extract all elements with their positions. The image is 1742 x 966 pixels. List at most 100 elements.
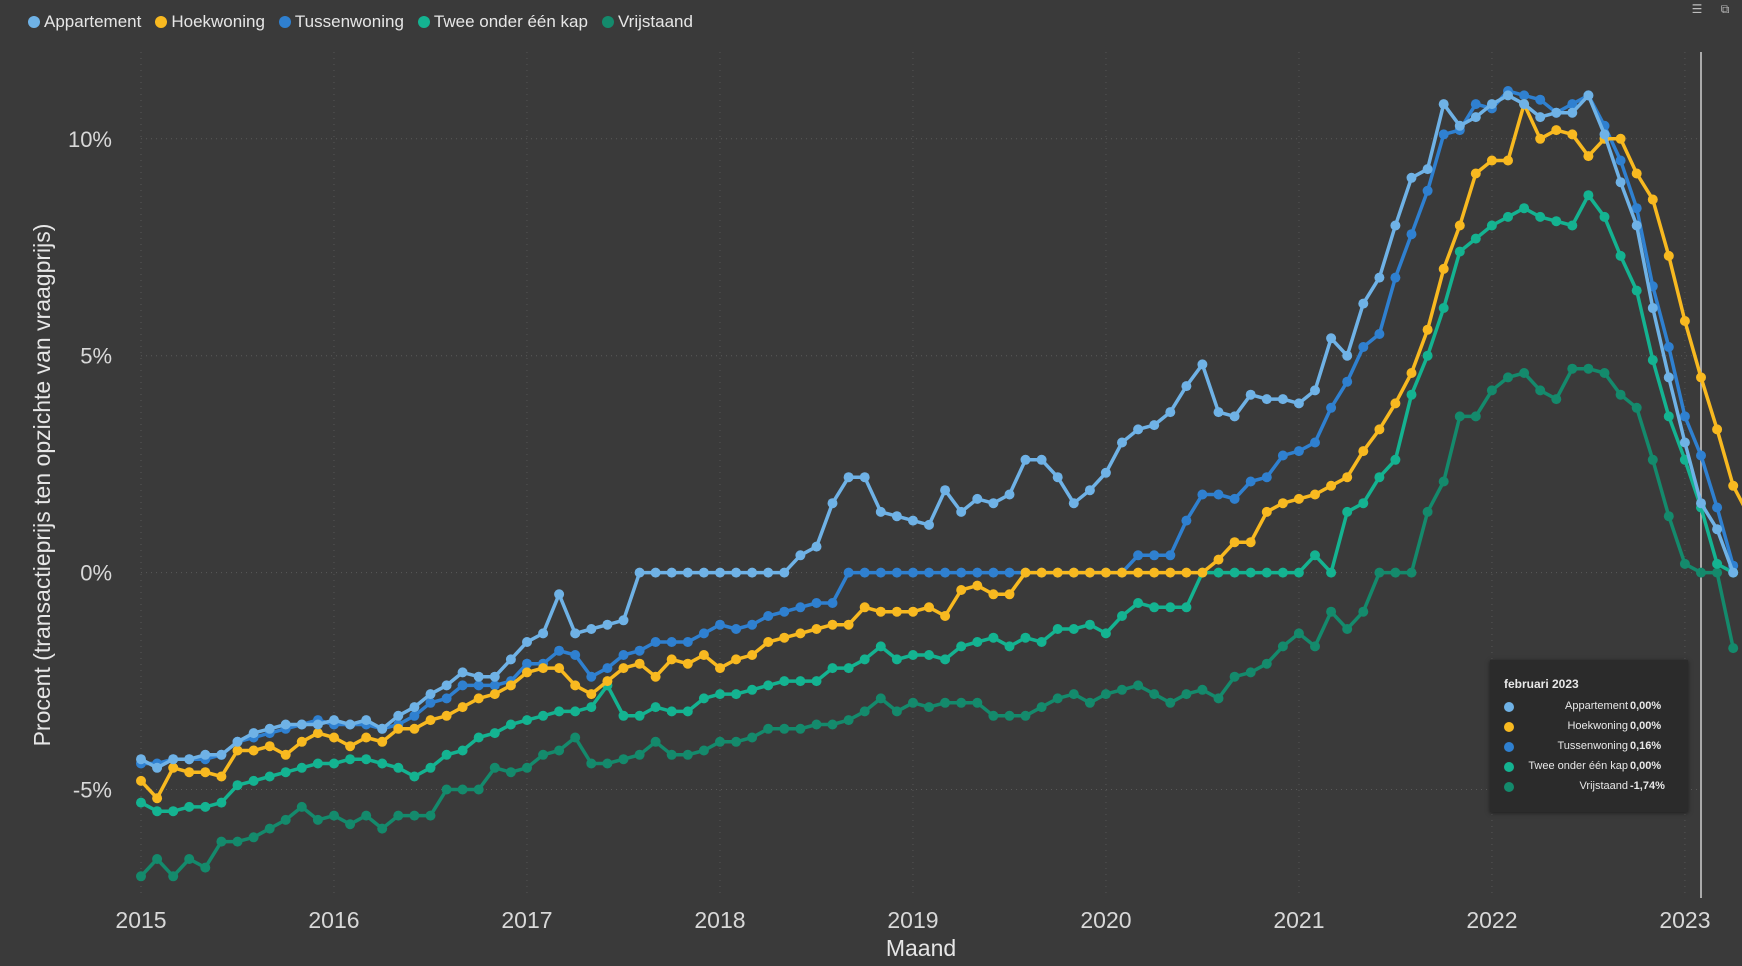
data-point[interactable] [1149, 567, 1160, 578]
data-point[interactable] [1036, 454, 1047, 465]
data-point[interactable] [425, 810, 436, 821]
data-point[interactable] [779, 723, 790, 734]
data-point[interactable] [1213, 554, 1224, 565]
data-point[interactable] [586, 758, 597, 769]
data-point[interactable] [1149, 420, 1160, 431]
data-point[interactable] [940, 485, 951, 496]
data-point[interactable] [1631, 285, 1642, 296]
data-point[interactable] [731, 689, 742, 700]
data-point[interactable] [1390, 272, 1401, 283]
data-point[interactable] [827, 663, 838, 674]
data-point[interactable] [1390, 454, 1401, 465]
data-point[interactable] [1406, 229, 1417, 240]
data-point[interactable] [1181, 602, 1192, 613]
data-point[interactable] [1679, 437, 1690, 448]
data-point[interactable] [1663, 511, 1674, 522]
data-point[interactable] [715, 663, 725, 674]
data-point[interactable] [1100, 467, 1111, 478]
data-point[interactable] [1245, 389, 1256, 400]
data-point[interactable] [248, 745, 259, 756]
data-point[interactable] [908, 515, 918, 526]
data-point[interactable] [216, 836, 227, 847]
data-point[interactable] [1406, 368, 1417, 378]
data-point[interactable] [1293, 567, 1304, 578]
data-point[interactable] [940, 654, 951, 665]
data-point[interactable] [1358, 342, 1369, 352]
data-point[interactable] [1696, 498, 1706, 509]
data-point[interactable] [1197, 359, 1208, 370]
data-point[interactable] [1229, 411, 1240, 422]
data-point[interactable] [875, 567, 886, 578]
data-point[interactable] [312, 719, 323, 730]
data-point[interactable] [345, 819, 356, 830]
data-point[interactable] [1390, 220, 1401, 231]
data-point[interactable] [538, 749, 549, 760]
data-point[interactable] [1261, 394, 1272, 405]
data-point[interactable] [1551, 125, 1562, 136]
data-point[interactable] [650, 736, 661, 747]
data-point[interactable] [1149, 689, 1160, 700]
data-point[interactable] [425, 715, 436, 726]
data-point[interactable] [875, 506, 886, 517]
data-point[interactable] [924, 702, 934, 713]
data-point[interactable] [489, 689, 500, 700]
data-point[interactable] [361, 754, 372, 765]
data-point[interactable] [1454, 120, 1465, 131]
data-point[interactable] [1229, 567, 1240, 578]
data-point[interactable] [152, 806, 163, 817]
data-point[interactable] [1712, 524, 1723, 535]
data-point[interactable] [1374, 424, 1385, 435]
data-point[interactable] [200, 801, 211, 812]
data-point[interactable] [650, 702, 661, 713]
filter-icon[interactable]: ☰ [1691, 2, 1703, 16]
data-point[interactable] [345, 741, 356, 752]
data-point[interactable] [891, 606, 902, 617]
data-point[interactable] [827, 719, 838, 730]
data-point[interactable] [538, 663, 549, 674]
data-point[interactable] [1535, 133, 1546, 144]
data-point[interactable] [1100, 628, 1111, 639]
data-point[interactable] [715, 736, 725, 747]
data-point[interactable] [1342, 376, 1353, 387]
data-point[interactable] [329, 715, 339, 726]
data-point[interactable] [1486, 385, 1497, 396]
data-point[interactable] [393, 762, 404, 773]
data-point[interactable] [1599, 368, 1610, 378]
data-point[interactable] [891, 706, 902, 717]
data-point[interactable] [296, 762, 307, 773]
data-point[interactable] [409, 771, 420, 782]
data-point[interactable] [1133, 424, 1144, 435]
data-point[interactable] [345, 719, 356, 730]
data-point[interactable] [1647, 454, 1658, 465]
data-point[interactable] [1663, 250, 1674, 261]
data-point[interactable] [1036, 637, 1047, 647]
data-point[interactable] [1310, 550, 1320, 561]
data-point[interactable] [1663, 411, 1674, 422]
data-point[interactable] [554, 745, 565, 756]
data-point[interactable] [811, 624, 822, 634]
data-point[interactable] [1567, 129, 1578, 140]
data-point[interactable] [731, 654, 742, 665]
data-point[interactable] [1052, 693, 1063, 704]
data-point[interactable] [1165, 407, 1176, 418]
data-point[interactable] [698, 628, 709, 639]
data-point[interactable] [1277, 450, 1288, 461]
data-point[interactable] [891, 511, 902, 522]
data-point[interactable] [441, 680, 452, 691]
data-point[interactable] [1470, 168, 1481, 179]
data-point[interactable] [682, 749, 693, 760]
data-point[interactable] [1631, 203, 1642, 214]
data-point[interactable] [168, 871, 179, 882]
data-point[interactable] [1519, 99, 1530, 110]
data-point[interactable] [264, 823, 275, 834]
data-point[interactable] [1679, 558, 1690, 569]
data-point[interactable] [473, 784, 484, 795]
data-point[interactable] [1165, 602, 1176, 613]
data-point[interactable] [1068, 498, 1079, 509]
focus-mode-icon[interactable]: ⧉ [1720, 2, 1730, 16]
data-point[interactable] [232, 780, 243, 791]
data-point[interactable] [988, 710, 999, 721]
data-point[interactable] [1470, 411, 1481, 422]
data-point[interactable] [1213, 567, 1224, 578]
data-point[interactable] [666, 567, 677, 578]
